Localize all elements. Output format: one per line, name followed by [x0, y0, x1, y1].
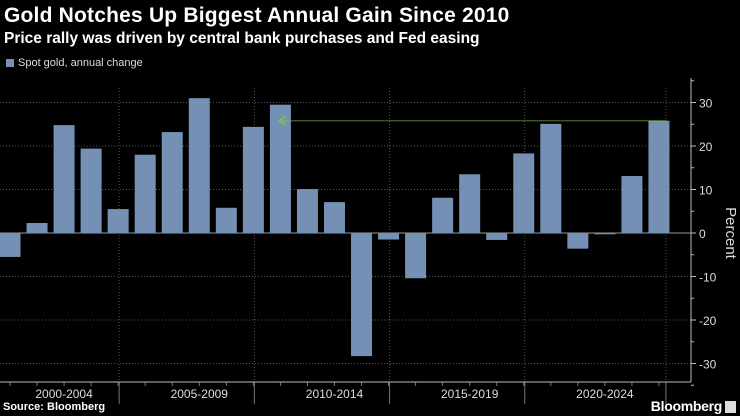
- legend-swatch: [6, 59, 14, 67]
- bar-2015: [405, 233, 427, 279]
- y-tick-label: -30: [699, 358, 717, 372]
- bar-2002: [53, 125, 75, 233]
- bar-2008: [215, 207, 237, 233]
- bar-2016: [432, 197, 454, 233]
- y-tick-label: 0: [699, 227, 706, 241]
- bar-2023: [621, 176, 643, 233]
- x-group-label: 2010-2014: [306, 387, 364, 401]
- brand-logo: Bloomberg: [650, 398, 723, 414]
- bar-2014: [378, 233, 400, 240]
- y-axis-label: Percent: [722, 207, 739, 260]
- x-group-label: 2005-2009: [171, 387, 229, 401]
- bar-2005: [134, 154, 156, 233]
- chart-title: Gold Notches Up Biggest Annual Gain Sinc…: [4, 4, 510, 27]
- legend: Spot gold, annual change: [6, 57, 143, 69]
- bar-2013: [351, 233, 373, 357]
- bar-2004: [107, 209, 129, 233]
- bar-2000: [0, 233, 21, 257]
- bar-2007: [188, 98, 210, 234]
- bar-2006: [161, 132, 183, 233]
- bar-2022: [594, 233, 616, 235]
- bar-2024: [648, 120, 670, 233]
- bar-2009: [242, 126, 264, 233]
- x-group-label: 2015-2019: [441, 387, 499, 401]
- chart-subtitle: Price rally was driven by central bank p…: [4, 30, 480, 47]
- bar-2001: [26, 222, 48, 233]
- y-tick-label: -20: [699, 314, 717, 328]
- y-tick-label: 10: [699, 184, 713, 198]
- bar-2003: [80, 148, 102, 233]
- bloomberg-icon: [725, 401, 736, 413]
- bar-2021: [567, 233, 589, 249]
- bar-2020: [540, 123, 562, 233]
- bar-2018: [486, 233, 508, 240]
- legend-label: Spot gold, annual change: [18, 57, 143, 69]
- x-group-label: 2020-2024: [576, 387, 634, 401]
- bar-2010: [269, 104, 291, 233]
- source-note: Source: Bloomberg: [3, 401, 106, 413]
- y-tick-label: -10: [699, 271, 717, 285]
- bar-2011: [296, 189, 318, 233]
- x-group-label: 2000-2004: [35, 387, 93, 401]
- y-tick-label: 20: [699, 140, 713, 154]
- bar-2012: [323, 202, 345, 233]
- bar-2017: [459, 174, 481, 233]
- arrow-head-icon: [278, 116, 286, 126]
- bar-2019: [513, 153, 535, 233]
- y-tick-label: 30: [699, 97, 713, 111]
